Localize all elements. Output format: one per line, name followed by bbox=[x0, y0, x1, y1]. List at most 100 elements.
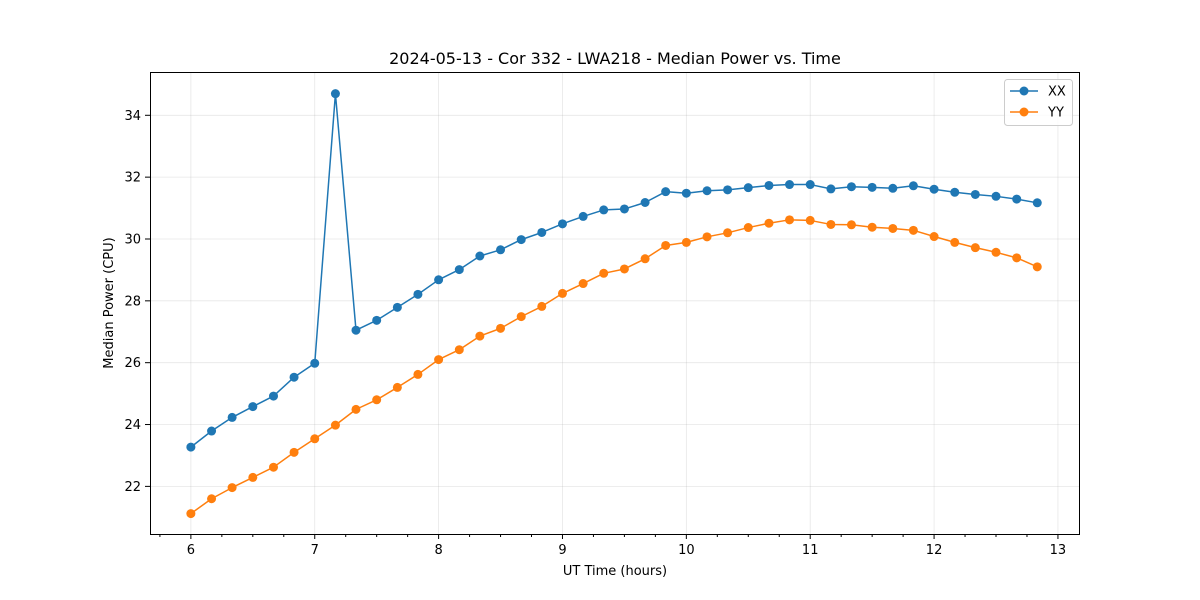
data-point-yy bbox=[516, 312, 526, 322]
x-tick-label: 10 bbox=[678, 543, 695, 558]
x-tick-label: 13 bbox=[1050, 543, 1067, 558]
data-point-xx bbox=[227, 412, 237, 422]
x-tick-label: 6 bbox=[187, 543, 195, 558]
data-point-xx bbox=[846, 182, 856, 192]
data-point-yy bbox=[661, 240, 671, 250]
data-point-xx bbox=[454, 265, 464, 275]
data-point-xx bbox=[578, 211, 588, 221]
data-point-xx bbox=[929, 184, 939, 194]
y-tick-label: 26 bbox=[124, 356, 141, 371]
grid bbox=[150, 72, 1079, 534]
data-point-xx bbox=[310, 358, 320, 368]
series-layer bbox=[186, 89, 1042, 519]
y-tick-label: 30 bbox=[124, 232, 141, 247]
data-point-yy bbox=[826, 219, 836, 229]
data-point-yy bbox=[289, 447, 299, 457]
data-point-xx bbox=[475, 251, 485, 261]
data-point-xx bbox=[867, 182, 877, 192]
data-point-yy bbox=[392, 382, 402, 392]
data-point-yy bbox=[805, 215, 815, 225]
x-axis-label: UT Time (hours) bbox=[563, 564, 667, 579]
data-point-xx bbox=[537, 227, 547, 237]
y-axis-label: Median Power (CPU) bbox=[102, 237, 117, 368]
data-point-xx bbox=[764, 180, 774, 190]
data-point-xx bbox=[991, 191, 1001, 201]
data-point-yy bbox=[929, 232, 939, 242]
x-tick-label: 11 bbox=[802, 543, 819, 558]
data-point-xx bbox=[908, 181, 918, 191]
data-point-yy bbox=[537, 301, 547, 311]
legend-marker-xx bbox=[1019, 86, 1029, 96]
data-point-xx bbox=[826, 184, 836, 194]
data-point-yy bbox=[186, 509, 196, 519]
data-point-yy bbox=[640, 254, 650, 264]
x-tick-label: 7 bbox=[311, 543, 319, 558]
data-point-yy bbox=[702, 232, 712, 242]
data-point-xx bbox=[950, 187, 960, 197]
series-line-yy bbox=[190, 219, 1038, 515]
y-tick-label: 34 bbox=[124, 109, 141, 124]
data-point-xx bbox=[496, 245, 506, 255]
x-tick-label: 8 bbox=[434, 543, 442, 558]
y-tick-label: 24 bbox=[124, 418, 141, 433]
data-point-xx bbox=[702, 186, 712, 196]
data-point-yy bbox=[764, 218, 774, 228]
x-tick-label: 9 bbox=[558, 543, 566, 558]
data-point-yy bbox=[413, 369, 423, 379]
data-point-yy bbox=[269, 462, 278, 472]
data-point-yy bbox=[867, 222, 877, 232]
data-point-yy bbox=[1012, 253, 1022, 263]
x-tick-label: 12 bbox=[926, 543, 943, 558]
data-point-yy bbox=[557, 288, 567, 298]
data-point-xx bbox=[1032, 198, 1042, 208]
data-point-yy bbox=[475, 331, 485, 341]
data-point-yy bbox=[227, 483, 237, 493]
data-point-yy bbox=[785, 215, 795, 225]
y-tick-label: 22 bbox=[124, 480, 141, 495]
data-point-xx bbox=[186, 442, 196, 452]
legend: XX YY bbox=[1004, 79, 1073, 126]
data-point-xx bbox=[1012, 194, 1022, 204]
data-point-xx bbox=[970, 189, 980, 199]
data-point-yy bbox=[454, 345, 464, 355]
data-point-xx bbox=[681, 188, 691, 198]
data-point-xx bbox=[785, 180, 795, 190]
data-point-xx bbox=[392, 302, 402, 312]
data-point-yy bbox=[723, 228, 733, 238]
data-point-yy bbox=[310, 434, 320, 444]
data-point-yy bbox=[351, 404, 361, 414]
data-point-yy bbox=[619, 264, 629, 274]
legend-marker-yy bbox=[1019, 107, 1029, 117]
data-point-xx bbox=[434, 275, 444, 285]
data-point-xx bbox=[661, 187, 671, 197]
series-line-xx bbox=[190, 92, 1038, 448]
data-point-xx bbox=[269, 391, 278, 401]
data-point-xx bbox=[516, 235, 526, 245]
chart-title: 2024-05-13 - Cor 332 - LWA218 - Median P… bbox=[389, 49, 841, 68]
data-point-yy bbox=[578, 279, 588, 289]
data-point-yy bbox=[743, 223, 753, 233]
data-point-yy bbox=[1032, 262, 1042, 272]
data-point-yy bbox=[846, 220, 856, 230]
data-point-xx bbox=[743, 183, 753, 193]
data-point-xx bbox=[599, 205, 609, 215]
legend-label-yy: YY bbox=[1047, 106, 1064, 121]
data-point-yy bbox=[248, 472, 258, 482]
plot-frame bbox=[150, 72, 1080, 535]
data-point-yy bbox=[681, 237, 691, 247]
data-point-yy bbox=[434, 355, 444, 365]
legend-label-xx: XX bbox=[1048, 85, 1066, 100]
y-tick-label: 28 bbox=[124, 294, 141, 309]
data-point-yy bbox=[372, 395, 382, 405]
data-point-xx bbox=[248, 402, 258, 412]
data-point-xx bbox=[557, 219, 567, 229]
data-point-yy bbox=[991, 247, 1001, 257]
data-point-xx bbox=[413, 289, 423, 299]
data-point-xx bbox=[351, 325, 361, 335]
data-point-xx bbox=[619, 204, 629, 214]
data-point-xx bbox=[289, 372, 299, 382]
data-point-yy bbox=[599, 268, 609, 278]
data-point-yy bbox=[207, 494, 217, 504]
data-point-xx bbox=[640, 198, 650, 207]
